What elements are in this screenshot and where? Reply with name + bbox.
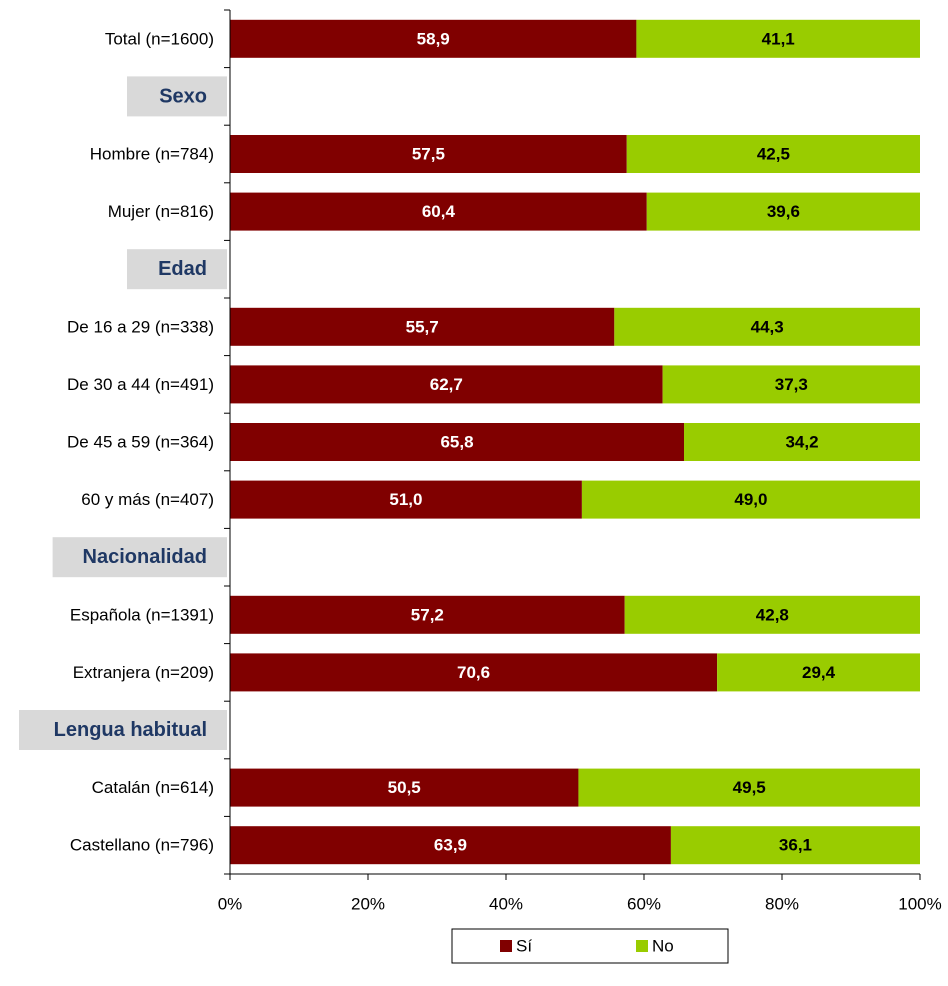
bar-segment-no (662, 365, 920, 404)
bar-segment-no (684, 423, 920, 461)
category-label: De 45 a 59 (n=364) (67, 433, 214, 452)
group-header-box (127, 249, 227, 290)
group-header-box (19, 710, 227, 750)
bar-segment-no (624, 595, 920, 634)
legend-swatch-no (636, 940, 648, 952)
category-label: Total (n=1600) (105, 29, 214, 48)
data-label: 55,7 (406, 317, 439, 336)
data-label: 50,5 (388, 778, 421, 797)
data-label: 36,1 (779, 836, 812, 855)
category-label: Hombre (n=784) (90, 145, 214, 164)
category-label: Española (n=1391) (70, 605, 214, 624)
legend-box (451, 928, 729, 964)
data-label: 70,6 (457, 663, 490, 682)
bar-segment-si (230, 480, 582, 519)
bar-segment-si (230, 135, 627, 173)
data-label: 44,3 (751, 317, 784, 336)
category-label: De 30 a 44 (n=491) (67, 375, 214, 394)
legend-label-no: No (652, 937, 674, 956)
data-label: 49,0 (734, 490, 767, 509)
bar-segment-no (646, 192, 920, 231)
category-label: Mujer (n=816) (108, 202, 214, 221)
bar-segment-no (626, 135, 920, 173)
data-label: 49,5 (733, 778, 766, 797)
x-tick-label: 80% (765, 895, 799, 914)
bar-segment-no (581, 480, 920, 519)
data-label: 34,2 (785, 433, 818, 452)
bar-segment-si (230, 19, 637, 58)
data-label: 51,0 (389, 490, 422, 509)
bar-segment-no (717, 653, 920, 692)
category-label: Extranjera (n=209) (73, 663, 214, 682)
group-header-label: Lengua habitual (54, 719, 207, 741)
bar-segment-no (578, 768, 920, 807)
data-label: 62,7 (430, 375, 463, 394)
group-header-box (127, 76, 227, 117)
x-tick-label: 20% (351, 895, 385, 914)
data-label: 39,6 (767, 202, 800, 221)
data-label: 60,4 (422, 202, 456, 221)
legend-label-si: Sí (516, 937, 532, 956)
category-label: Castellano (n=796) (70, 836, 214, 855)
x-tick-label: 100% (898, 895, 941, 914)
x-tick-label: 0% (218, 895, 243, 914)
bar-segment-si (230, 826, 671, 865)
group-header-label: Edad (158, 258, 207, 280)
x-tick-label: 40% (489, 895, 523, 914)
bar-segment-si (230, 365, 663, 404)
bar-segment-si (230, 423, 685, 461)
category-label: De 16 a 29 (n=338) (67, 317, 214, 336)
category-label: 60 y más (n=407) (81, 490, 214, 509)
group-header-label: Sexo (159, 85, 207, 107)
group-header-box (52, 537, 227, 578)
legend-swatch-si (500, 940, 512, 952)
bar-segment-si (230, 192, 647, 231)
bar-segment-si (230, 595, 625, 634)
data-label: 37,3 (775, 375, 808, 394)
data-label: 57,2 (411, 605, 444, 624)
bar-segment-si (230, 307, 615, 346)
category-label: Catalán (n=614) (92, 778, 214, 797)
x-tick-label: 60% (627, 895, 661, 914)
bar-segment-no (614, 307, 920, 346)
bar-segment-si (230, 653, 718, 692)
bar-segment-no (636, 19, 920, 58)
data-label: 29,4 (802, 663, 836, 682)
data-label: 63,9 (434, 836, 467, 855)
data-label: 42,8 (756, 605, 789, 624)
data-label: 58,9 (417, 29, 450, 48)
data-label: 42,5 (757, 145, 790, 164)
bar-segment-si (230, 768, 579, 807)
bar-segment-no (670, 826, 920, 865)
data-label: 41,1 (762, 29, 795, 48)
data-label: 65,8 (440, 433, 473, 452)
group-header-label: Nacionalidad (83, 546, 207, 568)
data-label: 57,5 (412, 145, 445, 164)
